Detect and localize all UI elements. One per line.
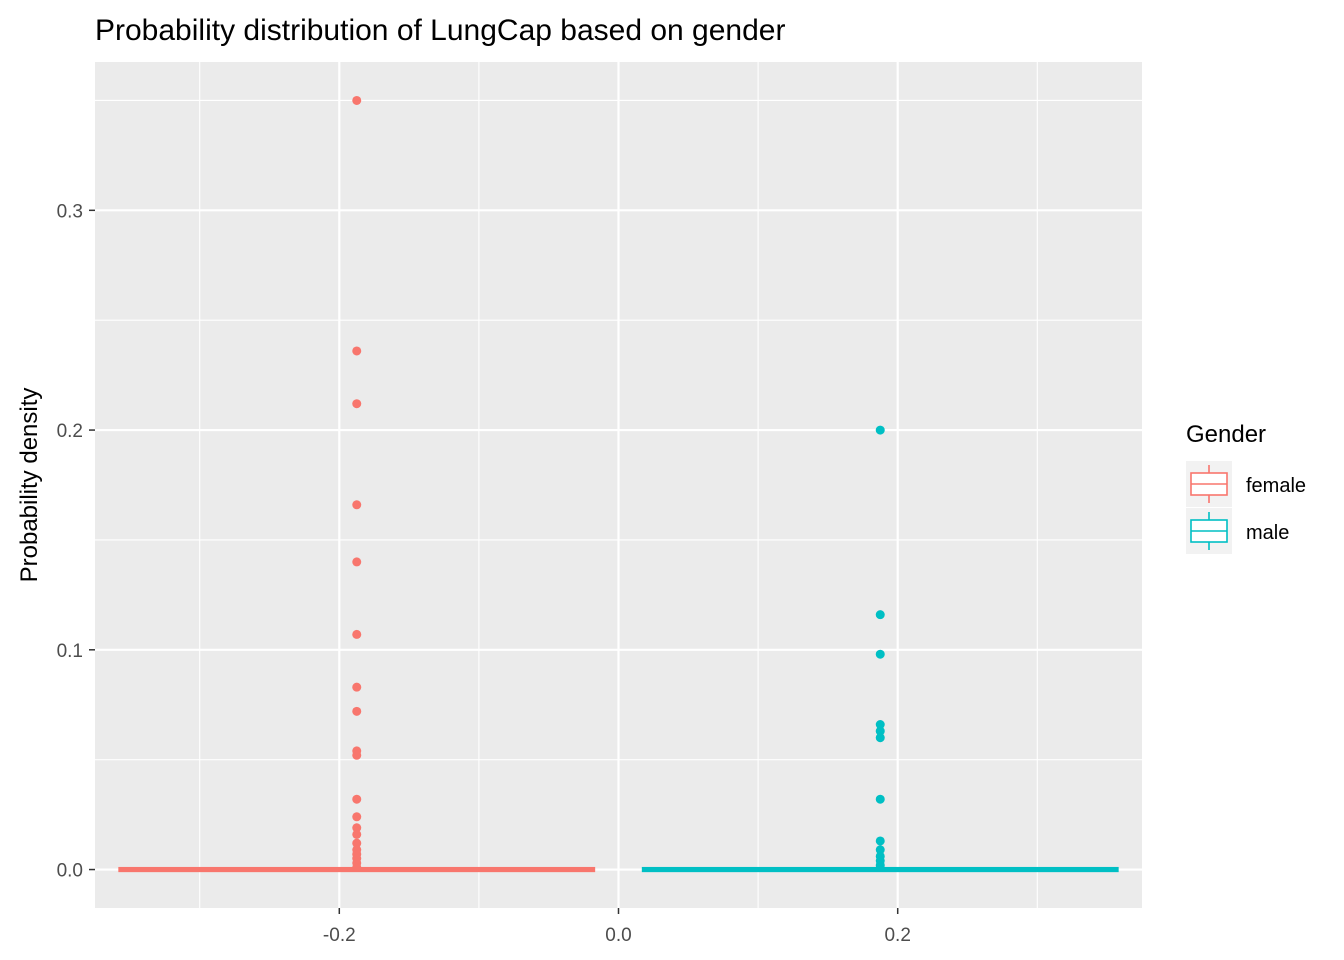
outlier-point-male <box>875 610 885 620</box>
outlier-point-female <box>352 823 362 833</box>
legend-item-female: female <box>1186 461 1306 507</box>
outlier-point-female <box>352 399 362 409</box>
x-tick-label: 0.0 <box>605 925 631 946</box>
outlier-point-male <box>875 862 885 872</box>
legend-label-male: male <box>1246 522 1289 544</box>
outlier-point-female <box>352 812 362 822</box>
outlier-point-male <box>875 649 885 659</box>
outlier-point-male <box>875 720 885 730</box>
outlier-point-male <box>875 836 885 846</box>
outlier-point-female <box>352 794 362 804</box>
outlier-point-female <box>352 862 362 872</box>
x-axis: -0.2 0.0 0.2 <box>323 908 911 946</box>
outlier-point-female <box>352 629 362 639</box>
outlier-point-female <box>352 706 362 716</box>
chart-title: Probability distribution of LungCap base… <box>95 14 785 47</box>
outlier-point-male <box>875 794 885 804</box>
x-tick-label: 0.2 <box>884 925 910 946</box>
outlier-point-female <box>352 838 362 848</box>
legend-item-male: male <box>1186 508 1289 554</box>
legend-title: Gender <box>1186 421 1266 448</box>
outlier-point-female <box>352 829 362 839</box>
y-tick-label: 0.2 <box>57 421 83 442</box>
y-tick-label: 0.1 <box>57 641 83 662</box>
outlier-point-female <box>352 557 362 567</box>
outlier-point-female <box>352 500 362 510</box>
outlier-layer <box>352 95 885 872</box>
y-axis: 0.0 0.1 0.2 0.3 <box>57 201 95 882</box>
y-tick-label: 0.3 <box>57 201 83 222</box>
legend-label-female: female <box>1246 475 1306 497</box>
x-tick-label: -0.2 <box>323 925 356 946</box>
outlier-point-male <box>875 845 885 855</box>
outlier-point-male <box>875 425 885 435</box>
y-axis-label: Probability density <box>16 388 43 583</box>
legend: Gender female male <box>1186 421 1306 554</box>
outlier-point-female <box>352 682 362 692</box>
y-tick-label: 0.0 <box>57 861 83 882</box>
outlier-point-male <box>875 726 885 736</box>
outlier-point-male <box>875 733 885 743</box>
outlier-point-female <box>352 95 362 105</box>
outlier-point-female <box>352 750 362 760</box>
outlier-point-female <box>352 346 362 356</box>
